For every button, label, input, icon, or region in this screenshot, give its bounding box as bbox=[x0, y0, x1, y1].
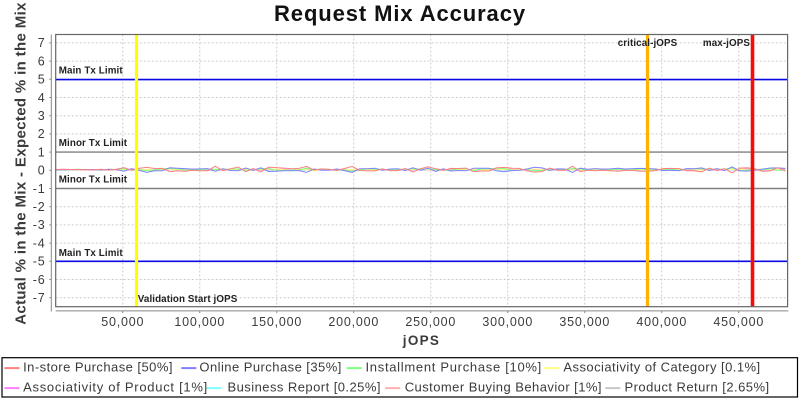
svg-text:-1: -1 bbox=[33, 182, 46, 196]
svg-text:critical-jOPS: critical-jOPS bbox=[618, 38, 678, 49]
svg-text:Main Tx Limit: Main Tx Limit bbox=[59, 248, 124, 259]
svg-text:450,000: 450,000 bbox=[713, 315, 764, 329]
svg-text:Main Tx Limit: Main Tx Limit bbox=[59, 65, 124, 76]
svg-text:150,000: 150,000 bbox=[251, 315, 302, 329]
svg-text:200,000: 200,000 bbox=[328, 315, 379, 329]
svg-text:Online Purchase [35%]: Online Purchase [35%] bbox=[199, 359, 341, 374]
svg-text:jOPS: jOPS bbox=[402, 333, 440, 348]
svg-text:-4: -4 bbox=[33, 236, 46, 250]
svg-text:Minor Tx Limit: Minor Tx Limit bbox=[59, 138, 128, 149]
svg-text:3: 3 bbox=[38, 109, 46, 123]
svg-text:50,000: 50,000 bbox=[101, 315, 144, 329]
svg-text:Product Return [2.65%]: Product Return [2.65%] bbox=[625, 379, 770, 394]
svg-text:Business Report [0.25%]: Business Report [0.25%] bbox=[228, 379, 381, 394]
svg-text:-6: -6 bbox=[33, 273, 46, 287]
svg-text:400,000: 400,000 bbox=[636, 315, 687, 329]
svg-text:5: 5 bbox=[38, 73, 46, 87]
svg-text:350,000: 350,000 bbox=[559, 315, 610, 329]
svg-text:-3: -3 bbox=[33, 218, 46, 232]
svg-text:Associativity of Category [0.1: Associativity of Category [0.1%] bbox=[563, 359, 760, 374]
svg-text:4: 4 bbox=[38, 91, 46, 105]
svg-text:0: 0 bbox=[38, 164, 46, 178]
svg-text:Minor Tx Limit: Minor Tx Limit bbox=[59, 175, 128, 186]
svg-text:-2: -2 bbox=[33, 200, 46, 214]
svg-text:In-store Purchase [50%]: In-store Purchase [50%] bbox=[23, 359, 173, 374]
svg-text:250,000: 250,000 bbox=[405, 315, 456, 329]
svg-text:Actual % in the Mix - Expected: Actual % in the Mix - Expected % in the … bbox=[13, 2, 30, 325]
svg-text:-5: -5 bbox=[33, 255, 46, 269]
svg-text:Installment Purchase [10%]: Installment Purchase [10%] bbox=[366, 359, 542, 374]
svg-text:Customer Buying Behavior [1%]: Customer Buying Behavior [1%] bbox=[405, 379, 602, 394]
svg-text:-7: -7 bbox=[33, 291, 46, 305]
svg-text:300,000: 300,000 bbox=[482, 315, 533, 329]
svg-text:100,000: 100,000 bbox=[174, 315, 225, 329]
svg-text:Request Mix Accuracy: Request Mix Accuracy bbox=[274, 1, 526, 26]
svg-text:7: 7 bbox=[38, 36, 46, 50]
svg-text:max-jOPS: max-jOPS bbox=[703, 38, 750, 49]
svg-text:2: 2 bbox=[38, 127, 46, 141]
svg-text:1: 1 bbox=[38, 145, 46, 159]
svg-text:6: 6 bbox=[38, 54, 46, 68]
svg-text:Validation Start jOPS: Validation Start jOPS bbox=[138, 294, 238, 305]
svg-text:Associativity of Product [1%]: Associativity of Product [1%] bbox=[23, 379, 208, 394]
